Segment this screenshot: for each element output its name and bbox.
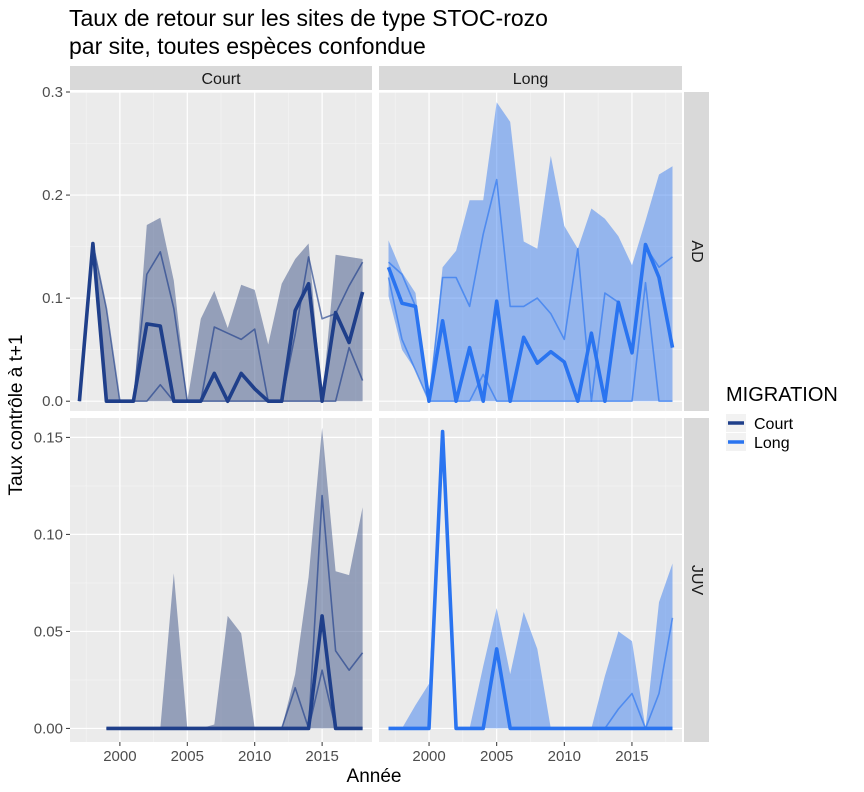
facet-panels: Court Long AD JUV 0.0 0.1 0.2 0.3 0.00 0.05 0.10 0.… <box>34 66 709 765</box>
x-tick-label: 2000 <box>412 748 445 765</box>
x-tick-label: 2010 <box>238 748 271 765</box>
strip-col-long <box>379 66 682 90</box>
legend: MIGRATION Court Long <box>726 384 838 452</box>
ribbon-ad-court <box>79 217 363 402</box>
y-tick-label: 0.05 <box>34 623 63 640</box>
mean-line-juv-long <box>388 429 673 731</box>
ribbon-juv-court <box>106 427 363 729</box>
x-tick-label: 2010 <box>548 748 581 765</box>
strip-label-col-long: Long <box>513 71 549 88</box>
strip-label-col-court: Court <box>201 71 241 88</box>
strip-col-court <box>70 66 372 90</box>
x-tick-label: 2015 <box>305 748 338 765</box>
strip-row-juv <box>684 418 709 742</box>
strip-row-ad <box>684 92 709 411</box>
x-axis-title: Année <box>347 766 402 787</box>
chart-title: Taux de retour sur les sites de type STO… <box>69 5 548 31</box>
strip-label-row-ad: AD <box>688 240 705 262</box>
y-tick-label: 0.2 <box>42 187 63 204</box>
y-axis-title: Taux contrôle à t+1 <box>6 334 27 495</box>
y-tick-label: 0.10 <box>34 526 63 543</box>
x-tick-label: 2015 <box>615 748 648 765</box>
x-tick-label: 2000 <box>103 748 136 765</box>
y-tick-label: 0.1 <box>42 290 63 307</box>
x-tick-label: 2005 <box>480 748 513 765</box>
mean-line-ad-court <box>77 241 365 404</box>
y-tick-label: 0.0 <box>42 393 63 410</box>
site-line-ad-long-2 <box>387 277 673 403</box>
y-tick-label: 0.00 <box>34 720 63 737</box>
x-tick-label: 2005 <box>171 748 204 765</box>
chart-subtitle: par site, toutes espèces confondue <box>69 33 426 59</box>
mean-line-ad-long <box>386 242 675 404</box>
y-tick-label: 0.15 <box>34 429 63 446</box>
strip-label-row-juv: JUV <box>688 565 705 596</box>
legend-title: MIGRATION <box>726 384 838 406</box>
legend-label-long: Long <box>754 435 790 452</box>
mean-line-juv-court <box>106 614 363 731</box>
ribbon-juv-long <box>388 431 673 729</box>
y-tick-label: 0.3 <box>42 84 63 101</box>
legend-label-court: Court <box>754 416 794 433</box>
